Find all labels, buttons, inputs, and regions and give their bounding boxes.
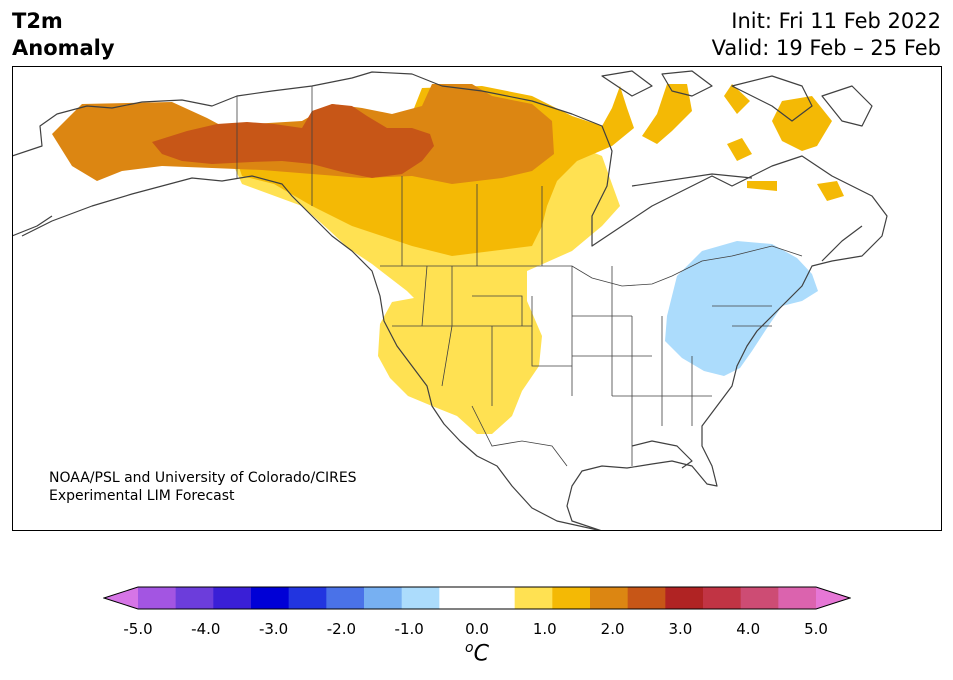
forecast-dates: Init: Fri 11 Feb 2022 Valid: 19 Feb – 25… [712, 8, 941, 62]
colorbar-segment [401, 587, 440, 609]
map-title: T2m Anomaly [12, 8, 115, 62]
colorbar-segment [514, 587, 553, 609]
colorbar-segment [552, 587, 591, 609]
credit-line-2: Experimental LIM Forecast [49, 488, 235, 504]
colorbar-extend-high [816, 587, 850, 609]
colorbar-tick-label: 1.0 [532, 620, 557, 638]
colorbar-segment [138, 587, 177, 609]
warm-anomaly-arctic-east [642, 84, 844, 201]
colorbar-segment [175, 587, 214, 609]
unit-letter: C [473, 641, 489, 667]
colorbar-tick-label: -5.0 [123, 620, 153, 638]
colorbar-unit: oC [465, 640, 489, 666]
colorbar-segment [326, 587, 365, 609]
title-type: Anomaly [12, 36, 115, 60]
colorbar-segment [364, 587, 403, 609]
colorbar-tick-label: 4.0 [736, 620, 761, 638]
colorbar-tick-label: -2.0 [326, 620, 357, 638]
colorbar-tick-label: 0.0 [465, 620, 489, 638]
map-border [12, 66, 942, 531]
valid-range: Valid: 19 Feb – 25 Feb [711, 36, 941, 60]
colorbar-segment [439, 587, 478, 609]
colorbar-tick-label: 5.0 [804, 620, 828, 638]
title-variable: T2m [12, 9, 63, 33]
colorbar-segment [251, 587, 290, 609]
colorbar-segment [665, 587, 704, 609]
credit-text: NOAA/PSL and University of Colorado/CIRE… [49, 469, 357, 505]
political-borders [236, 86, 803, 467]
colorbar-segment [778, 587, 817, 609]
colorbar-tick-label: -1.0 [394, 620, 424, 638]
colorbar-segment [590, 587, 629, 609]
warm-anomaly-yukon-core [152, 104, 434, 178]
colorbar-tick-label: 2.0 [600, 620, 625, 638]
colorbar-ticks: -5.0 -4.0 -3.0 -2.0 -1.0 0.0 1.0 2.0 3.0 4.0 5.0 [0, 620, 953, 640]
colorbar [103, 586, 851, 610]
colorbar-extend-low [104, 587, 138, 609]
unit-degree: o [465, 640, 474, 656]
colorbar-segment [477, 587, 516, 609]
coastlines [12, 70, 888, 531]
colorbar-segment [740, 587, 779, 609]
credit-line-1: NOAA/PSL and University of Colorado/CIRE… [49, 470, 357, 486]
colorbar-outline [103, 586, 851, 610]
colorbar-tick-label: -4.0 [191, 620, 221, 638]
colorbar-segment [213, 587, 252, 609]
colorbar-segment [627, 587, 666, 609]
cool-anomaly-great-lakes-northeast [665, 241, 818, 376]
colorbar-tick-label: 3.0 [668, 620, 693, 638]
init-date: Init: Fri 11 Feb 2022 [731, 9, 941, 33]
colorbar-segment [703, 587, 742, 609]
anomaly-map [12, 66, 942, 531]
colorbar-tick-label: -3.0 [258, 620, 289, 638]
colorbar-segment [288, 587, 327, 609]
